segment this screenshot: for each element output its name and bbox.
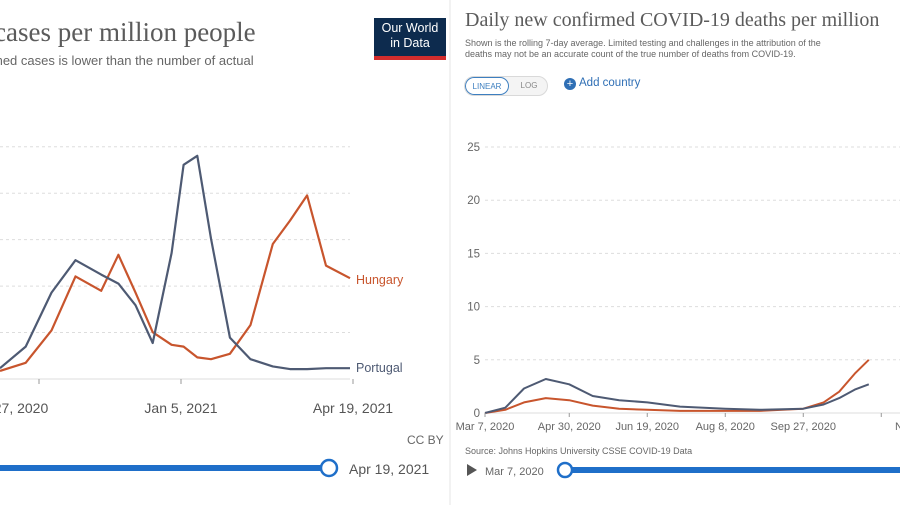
logo-line-1: Our World	[381, 21, 439, 35]
x-tick-label: 27, 2020	[0, 400, 48, 416]
source-note: Source: Johns Hopkins University CSSE CO…	[465, 446, 693, 456]
y-tick-label: 5	[474, 355, 480, 367]
hungary-line	[0, 194, 351, 372]
left-chart-title: cases per million people	[0, 17, 256, 47]
chart-note-line-1: Shown is the rolling 7-day average. Limi…	[465, 38, 821, 48]
logo-line-2: in Data	[390, 36, 430, 50]
x-tick-label: Sep 27, 2020	[771, 421, 836, 433]
license-link[interactable]: CC BY	[407, 433, 444, 447]
plus-icon: +	[564, 78, 576, 90]
x-tick-label: Aug 8, 2020	[696, 421, 755, 433]
timeline-handle[interactable]	[556, 461, 574, 479]
add-country-button[interactable]: + Add country	[564, 77, 640, 90]
chart-note-line-2: deaths may not be an accurate count of t…	[465, 49, 796, 59]
timeline-end-label: Apr 19, 2021	[349, 461, 429, 477]
y-tick-label: 10	[467, 302, 480, 314]
play-icon[interactable]	[467, 464, 477, 476]
cases-line-chart: Hungary Portugal 27, 2020 Jan 5, 2021 Apr 19…	[0, 146, 404, 416]
y-tick-label: 20	[467, 195, 480, 207]
left-chart-subtitle: med cases is lower than the number of ac…	[0, 53, 254, 68]
x-tick-label: Apr 19, 2021	[313, 400, 393, 416]
owid-logo[interactable]: Our World in Data	[374, 18, 446, 60]
y-tick-label: 25	[467, 142, 480, 154]
scale-toggle: LINEAR LOG	[464, 76, 548, 96]
x-tick-label: Jun 19, 2020	[615, 421, 679, 433]
deaths-line-chart: 0 5 10 15 20 25 Mar 7, 2020 Apr 30, 2020 Jun 19,…	[456, 142, 900, 433]
orange-series-line	[484, 359, 870, 414]
y-tick-label: 15	[467, 248, 480, 260]
dark-series-line	[484, 378, 870, 414]
portugal-line	[0, 154, 350, 371]
x-tick-label: N	[895, 421, 900, 433]
left-timeline-slider[interactable]: Apr 19, 2021	[0, 455, 447, 485]
right-chart-panel: Daily new confirmed COVID-19 deaths per …	[455, 0, 900, 505]
left-chart-panel: cases per million people med cases is lo…	[0, 0, 447, 505]
x-tick-label: Jan 5, 2021	[144, 400, 217, 416]
timeline-handle[interactable]	[319, 458, 339, 478]
hungary-series-label: Hungary	[356, 273, 404, 287]
right-timeline-slider[interactable]: Mar 7, 2020	[455, 460, 900, 486]
panel-divider	[449, 0, 451, 505]
add-country-label: Add country	[579, 77, 641, 89]
portugal-series-label: Portugal	[356, 361, 403, 375]
x-tick-label: Apr 30, 2020	[538, 421, 601, 433]
x-tick-label: Mar 7, 2020	[456, 421, 515, 433]
y-tick-label: 0	[474, 408, 480, 420]
linear-scale-button[interactable]: LINEAR	[465, 77, 509, 95]
right-chart-title: Daily new confirmed COVID-19 deaths per …	[465, 9, 880, 31]
timeline-start-label: Mar 7, 2020	[485, 466, 544, 478]
log-scale-button[interactable]: LOG	[520, 81, 538, 90]
